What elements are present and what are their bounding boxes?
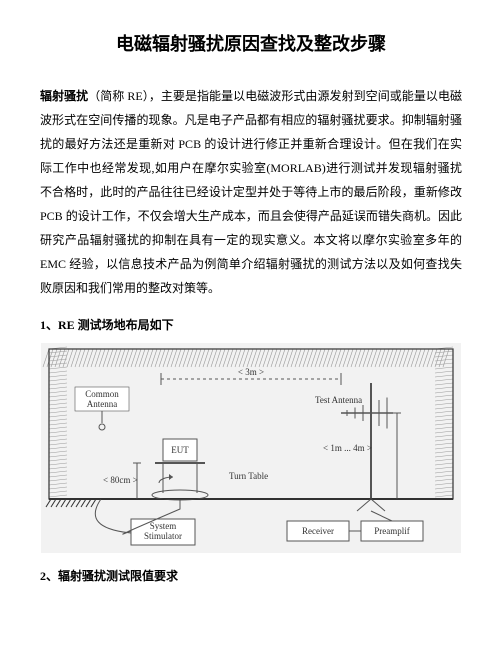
svg-text:Stimulator: Stimulator xyxy=(144,531,182,541)
svg-text:Receiver: Receiver xyxy=(302,526,334,536)
re-layout-diagram: CommonAntenna < 3m > EUT Turn Table < 80cm >… xyxy=(40,343,462,553)
page-title: 电磁辐射骚扰原因查找及整改步骤 xyxy=(40,30,462,56)
svg-text:Preamplif: Preamplif xyxy=(374,526,410,536)
intro-emph: 辐射骚扰 xyxy=(40,89,88,103)
section-1-head: 1、RE 测试场地布局如下 xyxy=(40,316,462,333)
svg-text:Common: Common xyxy=(85,389,119,399)
svg-text:< 3m >: < 3m > xyxy=(238,367,264,377)
svg-text:Turn Table: Turn Table xyxy=(229,471,268,481)
section-2-head: 2、辐射骚扰测试限值要求 xyxy=(40,567,462,584)
intro-body: （简称 RE），主要是指能量以电磁波形式由源发射到空间或能量以电磁波形式在空间传… xyxy=(40,89,462,295)
intro-paragraph: 辐射骚扰（简称 RE），主要是指能量以电磁波形式由源发射到空间或能量以电磁波形式… xyxy=(40,84,462,300)
svg-text:Antenna: Antenna xyxy=(87,399,118,409)
svg-text:< 1m ... 4m >: < 1m ... 4m > xyxy=(323,443,372,453)
svg-text:< 80cm >: < 80cm > xyxy=(103,475,138,485)
svg-text:System: System xyxy=(150,521,177,531)
svg-text:Test Antenna: Test Antenna xyxy=(315,395,362,405)
svg-text:EUT: EUT xyxy=(171,445,189,455)
